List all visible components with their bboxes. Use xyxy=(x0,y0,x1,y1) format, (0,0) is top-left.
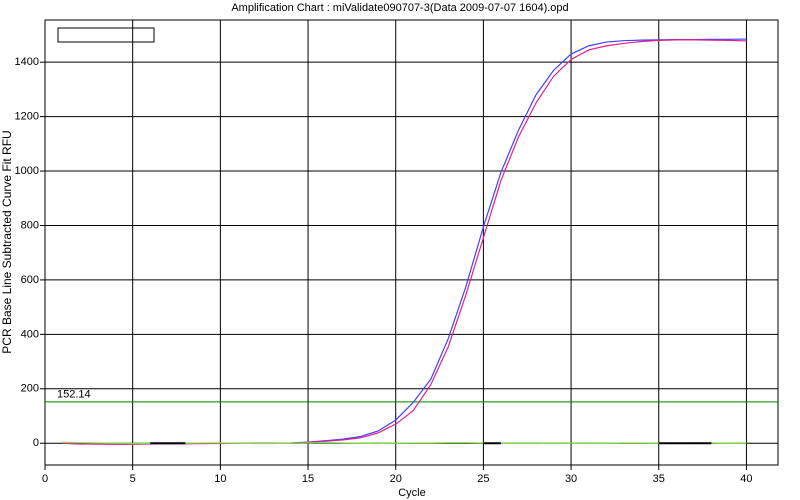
x-tick-label: 10 xyxy=(214,473,226,485)
x-tick-label: 15 xyxy=(302,473,314,485)
threshold-label: 152.14 xyxy=(57,389,91,401)
y-axis-label: PCR Base Line Subtracted Curve Fit RFU xyxy=(0,130,14,353)
x-tick-label: 30 xyxy=(565,473,577,485)
y-tick-label: 1400 xyxy=(15,56,39,68)
x-tick-label: 20 xyxy=(390,473,402,485)
x-tick-label: 5 xyxy=(130,473,136,485)
x-tick-label: 40 xyxy=(740,473,752,485)
y-tick-label: 200 xyxy=(21,383,39,395)
x-tick-label: 35 xyxy=(653,473,665,485)
y-tick-label: 0 xyxy=(33,437,39,449)
x-tick-label: 0 xyxy=(42,473,48,485)
x-tick-label: 25 xyxy=(477,473,489,485)
y-tick-label: 800 xyxy=(21,219,39,231)
series-line xyxy=(62,39,747,445)
series-line xyxy=(62,38,747,445)
legend-box xyxy=(57,27,155,43)
y-tick-label: 600 xyxy=(21,274,39,286)
y-tick-label: 1200 xyxy=(15,111,39,123)
plot-frame xyxy=(44,19,779,466)
x-axis-label: Cycle xyxy=(398,487,426,499)
y-tick-label: 1000 xyxy=(15,165,39,177)
y-tick-label: 400 xyxy=(21,328,39,340)
chart-title: Amplification Chart : miValidate090707-3… xyxy=(231,2,568,14)
